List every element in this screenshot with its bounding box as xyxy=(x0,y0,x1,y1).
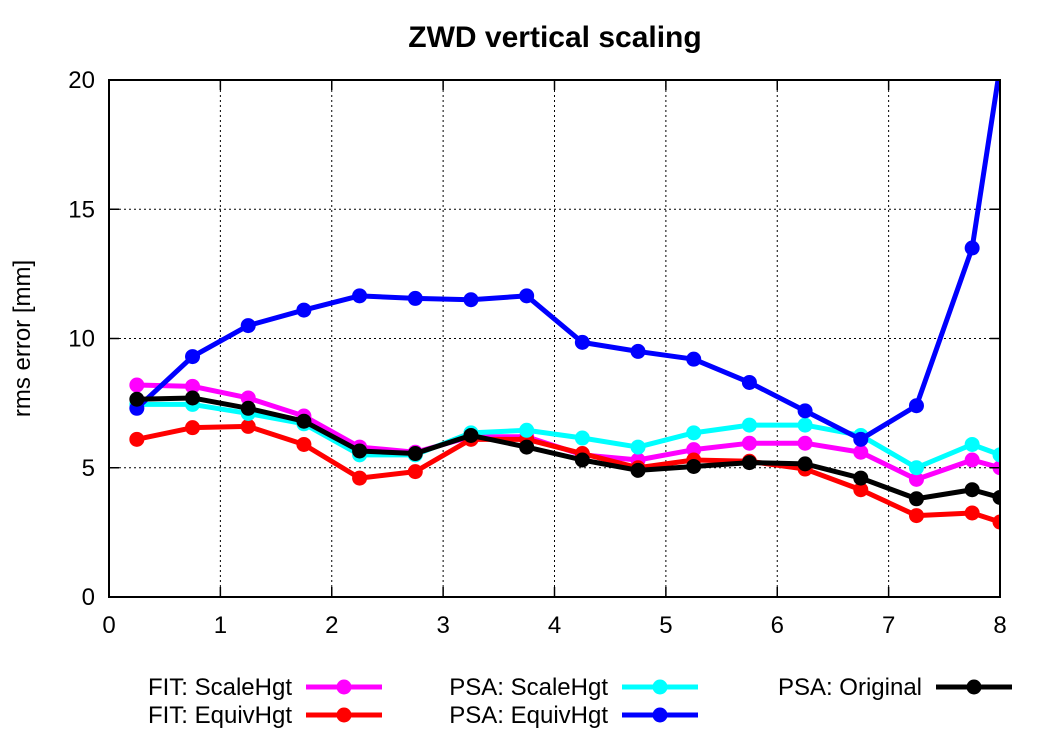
data-point xyxy=(240,390,256,406)
data-point xyxy=(407,290,423,306)
data-point xyxy=(853,444,869,460)
data-point xyxy=(797,417,813,433)
data-point xyxy=(630,343,646,359)
data-point xyxy=(797,403,813,419)
data-point xyxy=(964,240,980,256)
data-point xyxy=(185,420,201,436)
data-point xyxy=(964,452,980,468)
x-tick-label: 8 xyxy=(993,612,1006,639)
chart-title: ZWD vertical scaling xyxy=(408,21,701,54)
data-point xyxy=(686,425,702,441)
data-point xyxy=(908,398,924,414)
series-group xyxy=(129,390,1000,507)
data-point xyxy=(463,292,479,308)
data-point xyxy=(964,436,980,452)
data-point xyxy=(129,377,145,393)
y-tick-label: 10 xyxy=(68,326,95,353)
data-point xyxy=(992,489,1000,505)
data-point xyxy=(185,390,201,406)
legend-swatch-marker xyxy=(652,679,668,695)
legend-swatch-marker xyxy=(966,679,982,695)
data-point xyxy=(686,442,702,458)
y-tick-label: 20 xyxy=(68,67,95,94)
data-point xyxy=(853,470,869,486)
x-tick-label: 5 xyxy=(659,612,672,639)
x-tick-label: 2 xyxy=(325,612,338,639)
legend-label: FIT: EquivHgt xyxy=(148,702,292,729)
data-point xyxy=(908,491,924,507)
legend-label: PSA: ScaleHgt xyxy=(449,674,608,701)
data-point xyxy=(519,422,535,438)
data-point xyxy=(185,349,201,365)
data-point xyxy=(992,447,1000,463)
data-point xyxy=(992,514,1000,530)
data-point xyxy=(797,456,813,472)
series-layer xyxy=(129,60,1008,530)
data-point xyxy=(296,436,312,452)
data-point xyxy=(797,435,813,451)
legend-swatch-marker xyxy=(336,707,352,723)
y-axis-label: rms error [mm] xyxy=(9,260,36,417)
data-point xyxy=(908,460,924,476)
legend-label: PSA: Original xyxy=(778,674,922,701)
x-tick-label: 6 xyxy=(771,612,784,639)
data-point xyxy=(407,446,423,462)
data-point xyxy=(240,418,256,434)
x-tick-label: 1 xyxy=(214,612,227,639)
data-point xyxy=(686,458,702,474)
data-point xyxy=(908,471,924,487)
legend-label: PSA: EquivHgt xyxy=(449,702,608,729)
data-point xyxy=(853,482,869,498)
grid xyxy=(109,80,1000,597)
y-tick-label: 0 xyxy=(82,584,95,611)
data-point xyxy=(296,413,312,429)
x-tick-label: 3 xyxy=(436,612,449,639)
data-point xyxy=(741,374,757,390)
data-point xyxy=(519,439,535,455)
data-point xyxy=(964,505,980,521)
data-point xyxy=(574,430,590,446)
data-point xyxy=(964,482,980,498)
data-point xyxy=(407,464,423,480)
data-point xyxy=(741,455,757,471)
data-point xyxy=(352,443,368,459)
series-group xyxy=(129,396,1000,476)
data-point xyxy=(741,417,757,433)
data-point xyxy=(993,60,1008,75)
data-point xyxy=(741,435,757,451)
data-point xyxy=(352,470,368,486)
data-point xyxy=(129,431,145,447)
data-point xyxy=(352,288,368,304)
legend-swatch-marker xyxy=(336,679,352,695)
data-point xyxy=(296,302,312,318)
ticks: 0 1 2 3 4 5 6 7 8 0 5 10 15 20 xyxy=(68,67,1006,639)
data-point xyxy=(574,452,590,468)
data-point xyxy=(630,439,646,455)
data-point xyxy=(240,400,256,416)
data-point xyxy=(129,391,145,407)
data-point xyxy=(853,431,869,447)
x-tick-label: 0 xyxy=(102,612,115,639)
x-tick-label: 4 xyxy=(548,612,561,639)
data-point xyxy=(185,378,201,394)
legend-label: FIT: ScaleHgt xyxy=(148,674,292,701)
data-point xyxy=(630,462,646,478)
data-point xyxy=(574,334,590,350)
data-point xyxy=(240,318,256,334)
y-tick-label: 15 xyxy=(68,196,95,223)
y-tick-label: 5 xyxy=(82,455,95,482)
series-group xyxy=(129,60,1008,447)
data-point xyxy=(519,288,535,304)
data-point xyxy=(686,351,702,367)
legend-swatch-marker xyxy=(652,707,668,723)
data-point xyxy=(463,427,479,443)
x-tick-label: 7 xyxy=(882,612,895,639)
series-line xyxy=(135,80,1000,442)
data-point xyxy=(908,508,924,524)
